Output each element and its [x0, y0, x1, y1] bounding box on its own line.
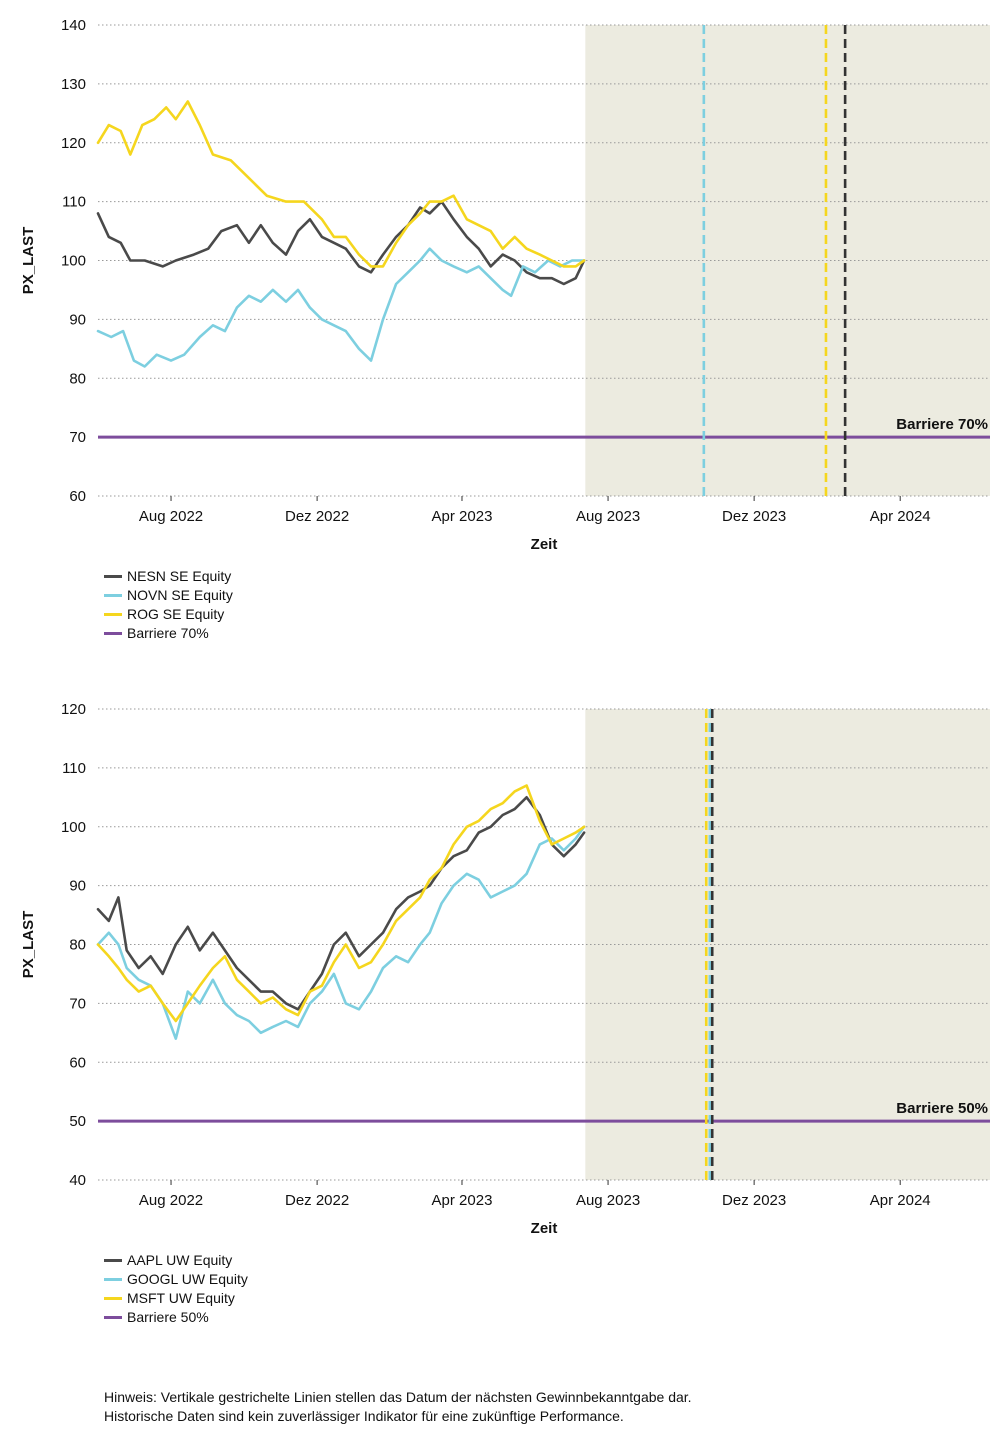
c2-ytick-50: 50: [69, 1113, 86, 1130]
c1-ytick-70: 70: [69, 429, 86, 446]
c2-legend-item-aapl-uw-equity: AAPL UW Equity: [104, 1251, 248, 1270]
c1-xtick-aug-2022: Aug 2022: [139, 508, 203, 525]
c2-legend-label-aapl-uw-equity: AAPL UW Equity: [127, 1252, 233, 1268]
c1-ytick-100: 100: [61, 253, 86, 270]
c2-ytick-90: 90: [69, 878, 86, 895]
c1-legend-item-barriere-70: Barriere 70%: [104, 624, 233, 643]
c2-barrier-label: Barriere 50%: [896, 1100, 988, 1117]
c2-ytick-110: 110: [62, 760, 86, 777]
c2-legend-item-msft-uw-equity: MSFT UW Equity: [104, 1289, 248, 1308]
footnote-line1: Hinweis: Vertikale gestrichelte Linien s…: [104, 1389, 692, 1405]
c1-legend-label-barriere-70: Barriere 70%: [127, 625, 209, 641]
c1-legend-swatch-novn-se-equity: [104, 594, 122, 597]
chart1-legend: NESN SE Equity NOVN SE Equity ROG SE Equit…: [104, 567, 233, 643]
c1-series-rog-se-equity: [96, 100, 586, 268]
c1-xtick-aug-2023: Aug 2023: [576, 508, 640, 525]
c1-xtick-apr-2024: Apr 2024: [870, 508, 931, 525]
c2-legend-swatch-msft-uw-equity: [104, 1297, 122, 1300]
chart-aapl-googl-msft: 40 50 60 70 80 90 100 110 120 Aug 2022 Dez 2022 Apr…: [20, 701, 990, 1237]
c1-x-axis-label: Zeit: [531, 536, 558, 553]
chart-nesn-novn-rog: 60 70 80 90 100 110 120 130 140 Aug 2022 Dez 2022 A…: [20, 17, 990, 553]
c1-legend-swatch-nesn-se-equity: [104, 575, 122, 578]
c2-xtick-aug-2023: Aug 2023: [576, 1192, 640, 1209]
c2-legend-label-googl-uw-equity: GOOGL UW Equity: [127, 1271, 248, 1287]
c1-ytick-80: 80: [69, 370, 86, 387]
c1-legend-label-rog-se-equity: ROG SE Equity: [127, 606, 225, 622]
c1-series-nesn-se-equity: [96, 200, 586, 286]
c2-x-axis-label: Zeit: [531, 1220, 558, 1237]
c1-xtick-dez-2023: Dez 2023: [722, 508, 786, 525]
c1-legend-item-rog-se-equity: ROG SE Equity: [104, 605, 233, 624]
c2-xtick-dez-2023: Dez 2023: [722, 1192, 786, 1209]
c1-ytick-60: 60: [69, 488, 86, 505]
c2-ytick-100: 100: [61, 819, 86, 836]
c2-legend-item-googl-uw-equity: GOOGL UW Equity: [104, 1270, 248, 1289]
c2-legend-swatch-aapl-uw-equity: [104, 1259, 122, 1262]
c2-xtick-aug-2022: Aug 2022: [139, 1192, 203, 1209]
c2-legend-swatch-googl-uw-equity: [104, 1278, 122, 1281]
footnote-line2: Historische Daten sind kein zuverlässige…: [104, 1408, 624, 1424]
c2-legend-swatch-barriere-50: [104, 1316, 122, 1319]
c1-ytick-130: 130: [61, 76, 86, 93]
c2-ytick-80: 80: [69, 937, 86, 954]
c2-y-axis-label: PX_LAST: [20, 911, 37, 979]
c1-ytick-90: 90: [69, 311, 86, 328]
c1-ytick-110: 110: [62, 194, 86, 211]
c1-legend-swatch-rog-se-equity: [104, 613, 122, 616]
c1-xtick-apr-2023: Apr 2023: [432, 508, 493, 525]
c2-series-msft-uw-equity: [96, 784, 586, 1023]
c2-xtick-dez-2022: Dez 2022: [285, 1192, 349, 1209]
c2-xtick-apr-2024: Apr 2024: [870, 1192, 931, 1209]
c1-ytick-120: 120: [61, 135, 86, 152]
c1-legend-swatch-barriere-70: [104, 632, 122, 635]
c2-ytick-60: 60: [69, 1054, 86, 1071]
c2-ytick-70: 70: [69, 995, 86, 1012]
c2-legend-label-barriere-50: Barriere 50%: [127, 1309, 209, 1325]
c1-legend-item-nesn-se-equity: NESN SE Equity: [104, 567, 233, 586]
chart2-legend: AAPL UW Equity GOOGL UW Equity MSFT UW Equ…: [104, 1251, 248, 1327]
c2-xtick-apr-2023: Apr 2023: [432, 1192, 493, 1209]
c1-y-axis-label: PX_LAST: [20, 227, 37, 295]
c1-legend-label-novn-se-equity: NOVN SE Equity: [127, 587, 233, 603]
c2-ytick-40: 40: [69, 1172, 86, 1189]
c2-legend-label-msft-uw-equity: MSFT UW Equity: [127, 1290, 235, 1306]
c1-legend-item-novn-se-equity: NOVN SE Equity: [104, 586, 233, 605]
c2-series-aapl-uw-equity: [96, 796, 586, 1011]
c1-xtick-dez-2022: Dez 2022: [285, 508, 349, 525]
c2-ytick-120: 120: [61, 701, 86, 718]
footnote: Hinweis: Vertikale gestrichelte Linien s…: [104, 1388, 692, 1426]
c2-series-googl-uw-equity: [96, 825, 586, 1040]
c1-legend-label-nesn-se-equity: NESN SE Equity: [127, 568, 232, 584]
c1-series-novn-se-equity: [96, 247, 586, 368]
c1-ytick-140: 140: [61, 17, 86, 34]
c2-legend-item-barriere-50: Barriere 50%: [104, 1308, 248, 1327]
c1-barrier-label: Barriere 70%: [896, 416, 988, 433]
